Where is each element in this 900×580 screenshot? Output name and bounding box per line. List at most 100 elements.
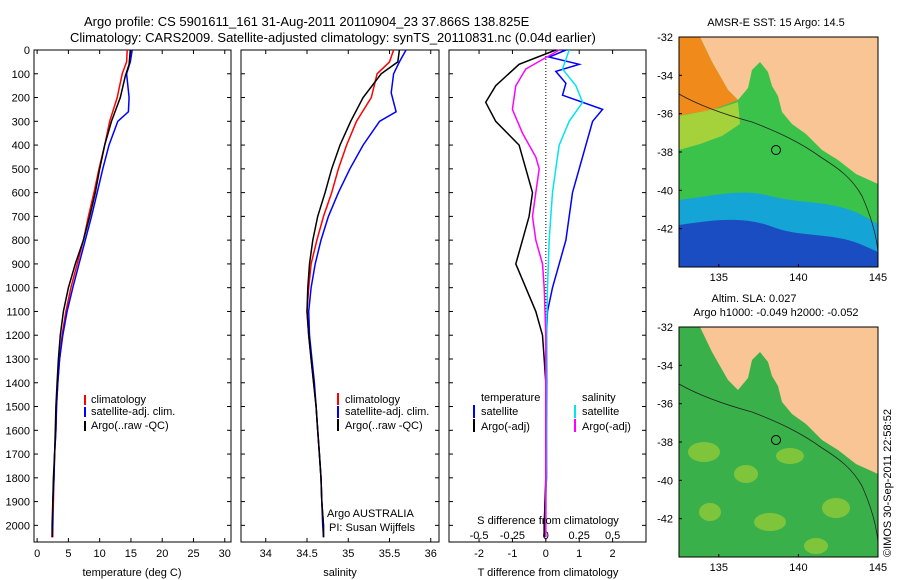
y-tick-label: 500 [12,164,30,176]
sla-shelf-contour [679,383,878,543]
salinity-legend: climatology satellite-adj. clim. Argo(..… [337,393,429,432]
y-tick-label: 1900 [6,497,30,509]
x-tick-label: -2 [474,548,484,560]
x-tick-label: 20 [156,548,168,560]
map-x-tick-label: 145 [869,562,887,574]
legend-label-argo: Argo(..raw -QC) [345,420,423,432]
sla-ocean-field [679,327,878,557]
y-tick-label: 300 [12,116,30,128]
salinity-xlabel: salinity [323,567,357,579]
map-y-tick-label: -34 [657,70,673,82]
y-tick-label: 1500 [6,402,30,414]
y-tick-label: 600 [12,188,30,200]
sla-profile-marker [771,435,781,445]
temperature-legend: climatology satellite-adj. clim. Argo(..… [84,394,175,432]
y-tick-label: 0 [24,45,30,57]
x-tick-label: 34 [260,548,272,560]
y-tick-label: 700 [12,211,30,223]
map-x-tick-label: 140 [789,272,807,284]
sla-map-panel: Altim. SLA: 0.027 Argo h1000: -0.049 h20… [657,293,887,574]
top-tick-label: 0.5 [605,530,620,542]
difference-frame [448,49,647,543]
y-tick-label: 1100 [6,306,30,318]
x-tick-label: 5 [65,548,71,560]
map-y-tick-label: -32 [657,322,673,334]
x-tick-label: 1 [576,548,582,560]
temperature-xlabel: temperature (deg C) [82,567,181,579]
sla-map-title-2: Argo h1000: -0.049 h2000: -0.052 [693,307,858,319]
series-line-climatology [52,49,128,538]
series-line-temperature-satellite [543,49,604,538]
legend-label-satellite: satellite-adj. clim. [91,406,175,418]
y-tick-label: 2000 [6,520,30,532]
s-difference-label: S difference from climatology [477,515,619,527]
top-tick-label: -0.5 [470,530,489,542]
imos-timestamp-label: ©IMOS 30-Sep-2011 22:58:52 [882,409,894,557]
x-tick-label: 15 [125,548,137,560]
series-line-satellite-adj-clim- [307,49,407,538]
sla-map-title-1: Altim. SLA: 0.027 [712,293,797,305]
map-x-tick-label: 135 [710,272,728,284]
x-tick-label: 10 [94,548,106,560]
x-tick-label: 30 [219,548,231,560]
sst-map-title: AMSR-E SST: 15 Argo: 14.5 [707,17,845,29]
top-tick-label: -0.25 [500,530,525,542]
argo-owner-note: Argo AUSTRALIA [327,508,414,520]
x-tick-label: -1 [508,548,518,560]
legend-title-temperature: temperature [481,392,540,404]
y-tick-label: 1600 [6,425,30,437]
x-tick-label: 2 [610,548,616,560]
x-tick-label: 34.5 [296,548,317,560]
y-tick-label: 1400 [6,378,30,390]
legend-label-climatology: climatology [345,394,401,406]
map-y-tick-label: -32 [657,32,673,44]
y-tick-label: 1000 [6,283,30,295]
x-tick-label: 0 [34,548,40,560]
y-tick-label: 900 [12,259,30,271]
map-y-tick-label: -36 [657,109,673,121]
x-tick-label: 25 [187,548,199,560]
y-tick-label: 400 [12,140,30,152]
legend-title-salinity: salinity [582,392,616,404]
header-line-1: Argo profile: CS 5901611_161 31-Aug-2011… [84,14,530,29]
map-y-tick-label: -42 [657,514,673,526]
legend-label-sal-satellite: satellite [582,406,619,418]
legend-label-climatology: climatology [91,394,147,406]
y-tick-label: 800 [12,235,30,247]
x-tick-label: 36 [425,548,437,560]
sla-anomaly-patches [688,442,850,554]
x-tick-label: 35 [342,548,354,560]
map-x-tick-label: 145 [869,272,887,284]
t-difference-label: T difference from climatology [478,567,619,579]
argo-pi-note: PI: Susan Wijffels [329,522,415,534]
series-line-argo-raw-qc- [51,49,132,538]
map-y-tick-label: -38 [657,147,673,159]
map-y-tick-label: -36 [657,399,673,411]
y-tick-label: 1200 [6,330,30,342]
sst-shelf-contour [679,93,878,253]
y-tick-label: 1700 [6,449,30,461]
temperature-frame [33,49,232,543]
top-tick-label: 0.25 [569,530,590,542]
y-tick-label: 1300 [6,354,30,366]
legend-label-temp-satellite: satellite [481,406,518,418]
y-tick-label: 100 [12,69,30,81]
legend-label-satellite: satellite-adj. clim. [345,406,429,418]
series-line-satellite-adj-clim- [51,49,133,538]
header-line-2: Climatology: CARS2009. Satellite-adjuste… [70,30,596,45]
sst-cold-water [679,219,878,267]
map-x-tick-label: 135 [710,562,728,574]
sst-map-panel: AMSR-E SST: 15 Argo: 14.5 -32 -34 -36 -38 -4… [657,17,887,284]
y-tick-label: 200 [12,93,30,105]
difference-panel: -2 -1 0 1 2 -0.5 -0.25 0 0.25 0.5 S difference f… [448,49,647,579]
salinity-panel: 34 34.5 35 35.5 36 salinity climatology sate… [240,49,440,579]
legend-label-argo: Argo(..raw -QC) [91,420,169,432]
legend-label-temp-argo: Argo(-adj) [481,421,530,433]
difference-legend: temperature satellite Argo(-adj) salinit… [473,392,631,433]
map-y-tick-label: -38 [657,437,673,449]
map-y-tick-label: -40 [657,475,673,487]
map-y-tick-label: -42 [657,224,673,236]
sst-warm-water [679,37,738,116]
series-line-salinity-argo-adj- [511,49,560,538]
